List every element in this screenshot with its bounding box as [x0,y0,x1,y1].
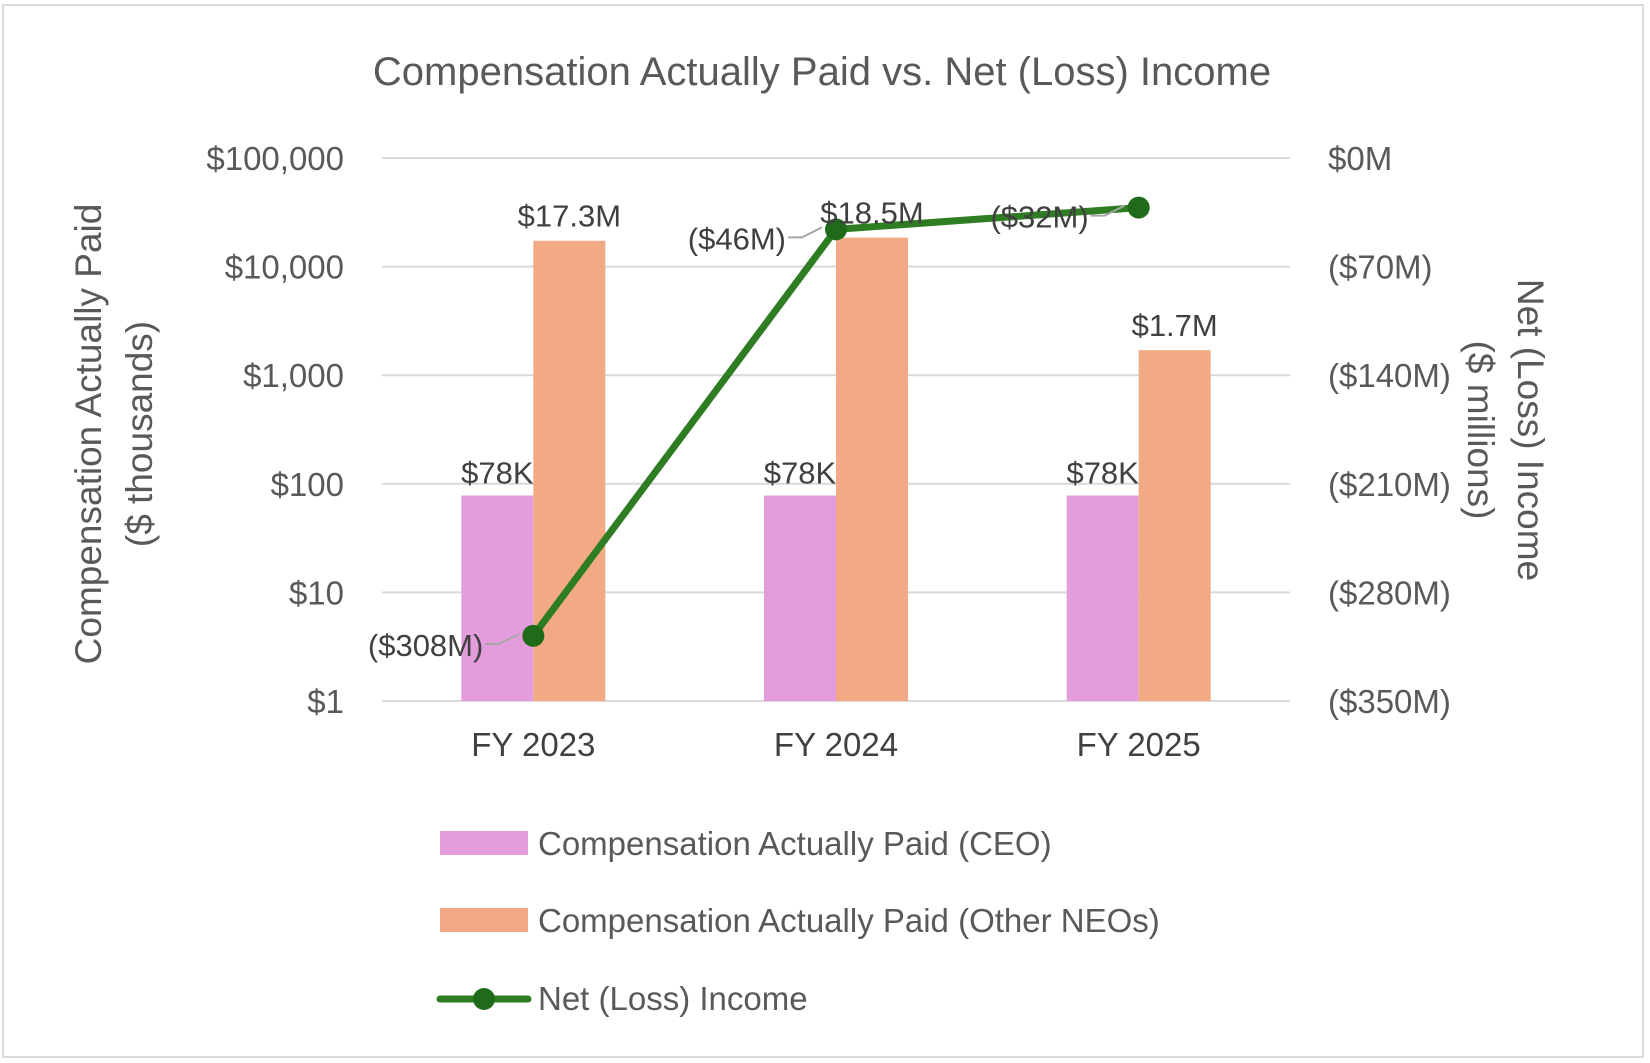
category-label: FY 2023 [471,726,595,763]
left-tick-label: $10,000 [225,249,344,286]
legend: Compensation Actually Paid (CEO) Compens… [436,825,1160,1017]
data-label-other-neos: $18.5M [820,196,923,231]
chart-frame: Compensation Actually Paid vs. Net (Loss… [2,4,1644,1058]
left-axis-title-line2: ($ thousands) [119,321,160,547]
data-label-ceo: $78K [764,456,837,491]
chart-canvas: Compensation Actually Paid vs. Net (Loss… [68,50,1551,1017]
data-label-net-income: ($46M) [688,221,786,256]
category-label: FY 2024 [774,726,898,763]
net-income-marker [1127,196,1150,219]
category-label: FY 2025 [1077,726,1201,763]
data-label-other-neos: $17.3M [518,199,621,234]
right-axis-title-line2: ($ millions) [1460,341,1501,520]
left-axis-title-line1: Compensation Actually Paid [68,204,109,665]
right-tick-label: $0M [1328,140,1392,177]
legend-label-other-neos: Compensation Actually Paid (Other NEOs) [538,902,1160,939]
bar-ceo [461,495,534,701]
right-tick-label: ($140M) [1328,357,1451,394]
right-tick-label: ($350M) [1328,683,1451,720]
right-axis-ticks: $0M ($70M) ($140M) ($210M) ($280M) ($350M) [1328,140,1451,720]
left-tick-label: $100 [271,466,344,503]
bars [461,237,1211,701]
net-income-leader-line [485,632,520,645]
chart-title: Compensation Actually Paid vs. Net (Loss… [373,50,1271,94]
bar-other-neos [1138,350,1211,701]
bar-ceo [764,495,836,701]
left-tick-label: $1 [307,683,344,720]
legend-swatch-ceo [440,831,528,855]
right-axis-title-line1: Net (Loss) Income [1510,279,1551,581]
left-tick-label: $10 [289,574,344,611]
net-income-leader-line [1090,204,1126,217]
legend-swatch-net-income-marker [473,988,495,1010]
right-tick-label: ($280M) [1328,574,1451,611]
legend-swatch-other-neos [440,908,528,932]
data-label-net-income: ($32M) [990,200,1088,235]
left-tick-label: $100,000 [206,140,344,177]
legend-label-net-income: Net (Loss) Income [538,980,808,1017]
data-label-net-income: ($308M) [368,628,483,663]
data-labels: $78K $17.3M $78K $18.5M $78K $1.7M ($308M) ($46… [368,196,1218,663]
right-tick-label: ($210M) [1328,466,1451,503]
net-income-marker [825,218,847,241]
net-income-leader-line [788,226,823,239]
right-tick-label: ($70M) [1328,249,1433,286]
net-income-line-layer [522,196,1150,647]
legend-label-ceo: Compensation Actually Paid (CEO) [538,825,1052,862]
left-tick-label: $1,000 [243,357,344,394]
data-label-ceo: $78K [1066,456,1139,491]
net-income-marker [522,624,545,647]
bar-other-neos [836,237,908,701]
bar-ceo [1066,495,1139,701]
category-labels: FY 2023 FY 2024 FY 2025 [471,726,1200,763]
data-label-ceo: $78K [461,456,534,491]
left-axis-ticks: $1 $10 $100 $1,000 $10,000 $100,000 [206,140,344,720]
bar-other-neos [533,240,606,701]
data-label-other-neos: $1.7M [1132,308,1218,343]
